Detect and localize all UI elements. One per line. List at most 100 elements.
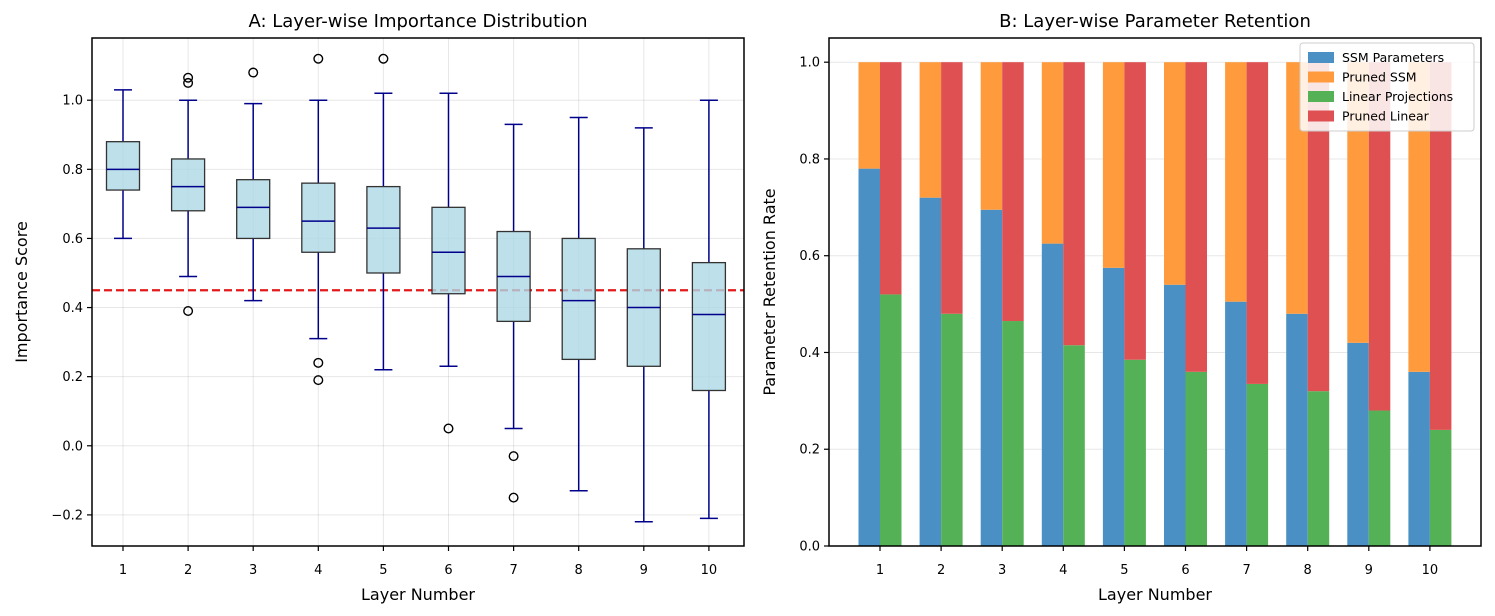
panel-a-y-tick-label: 0.8	[62, 163, 83, 178]
panel-b-bar-linear-projections	[1002, 321, 1024, 546]
panel-a-box	[561, 237, 596, 361]
panel-a-x-label: Layer Number	[361, 585, 475, 604]
panel-b-legend-label: SSM Parameters	[1342, 50, 1444, 65]
panel-b-bar-pruned-ssm	[1408, 62, 1430, 372]
panel-a-box	[301, 182, 336, 253]
panel-a-x-tick-label: 2	[184, 563, 192, 578]
panel-b-bar-linear-projections	[1185, 371, 1207, 546]
panel-b-legend-frame	[1299, 42, 1475, 132]
panel-a-box-group	[496, 123, 531, 503]
panel-a-box-group	[301, 53, 336, 386]
panel-b-x-tick-label: 3	[998, 563, 1006, 578]
panel-a-x-axis: 1 2 3 4 5 6 7 8 9 10	[119, 546, 717, 578]
panel-a-box	[236, 179, 271, 240]
panel-b-bar-ssm-parameters	[1347, 342, 1369, 546]
panel-b-title: B: Layer-wise Parameter Retention	[999, 11, 1311, 32]
panel-a-x-tick-label: 7	[509, 563, 517, 578]
panel-b-bar-pruned-ssm	[1102, 62, 1125, 268]
panel-b-bar-pruned-linear	[941, 62, 963, 314]
panel-b-x-tick-label: 1	[876, 563, 884, 578]
panel-b-bar-ssm-parameters	[980, 209, 1003, 546]
panel-b-bar-pruned-ssm	[980, 62, 1003, 210]
panel-b-x-tick-label: 10	[1422, 563, 1439, 578]
panel-a-y-tick-label: −0.2	[51, 508, 83, 523]
panel-b-legend-swatch	[1308, 71, 1334, 83]
panel-b-x-tick-label: 4	[1059, 563, 1067, 578]
panel-b-y-tick-label: 1.0	[799, 56, 820, 71]
panel-b-legend-label: Pruned Linear	[1342, 109, 1430, 124]
panel-b-legend-swatch	[1308, 52, 1334, 63]
panel-b-bar-pruned-linear	[1063, 62, 1085, 346]
panel-b-bar-linear-projections	[1124, 359, 1146, 546]
panel-a-outlier	[183, 306, 194, 317]
panel-a-box-group	[691, 99, 727, 520]
panel-a-y-tick-label: 0.6	[62, 232, 83, 247]
panel-a-x-tick-label: 8	[575, 563, 583, 578]
panel-a-y-tick-label: 0.2	[62, 370, 83, 385]
panel-a-outlier	[443, 423, 454, 434]
panel-a-box	[691, 261, 727, 392]
panel-b-bar-ssm-parameters	[919, 197, 942, 546]
panel-a-box	[170, 158, 206, 212]
panel-a-x-tick-label: 4	[314, 563, 322, 578]
panel-b-frame	[828, 37, 1482, 547]
panel-b-bar-linear-projections	[1368, 410, 1391, 546]
panel-a-outlier	[378, 53, 389, 64]
panel-b-y-tick-label: 0.0	[799, 540, 820, 555]
panel-a-x-tick-label: 10	[701, 563, 718, 578]
panel-a-y-tick-label: 0.4	[62, 301, 83, 316]
panel-b-x-tick-label: 2	[937, 563, 945, 578]
panel-b-bar-pruned-linear	[1368, 62, 1391, 411]
panel-b-bar-ssm-parameters	[1041, 243, 1064, 546]
panel-b-bar-pruned-linear	[1185, 62, 1207, 372]
panel-a-x-tick-label: 6	[444, 563, 452, 578]
panel-b-bar-linear-projections	[880, 294, 902, 546]
panel-a-box-group	[626, 127, 661, 523]
panel-b-bar-pruned-ssm	[1164, 62, 1186, 285]
panel-b-stacked-bar: B: Layer-wise Parameter Retention 0.0 0.2…	[760, 11, 1482, 604]
panel-a-frame	[91, 37, 745, 547]
panel-b-bar-pruned-ssm	[858, 62, 880, 169]
panel-b-bars	[858, 62, 1452, 546]
panel-a-x-tick-label: 3	[249, 563, 257, 578]
panel-b-y-axis: 0.0 0.2 0.4 0.6 0.8 1.0	[799, 56, 829, 555]
panel-b-legend-label: Linear Projections	[1342, 89, 1453, 104]
panel-a-box	[105, 141, 141, 191]
panel-b-bar-pruned-ssm	[1225, 62, 1247, 302]
panel-b-bar-ssm-parameters	[1286, 313, 1308, 546]
panel-a-title: A: Layer-wise Importance Distribution	[248, 11, 587, 32]
panel-b-bar-linear-projections	[1063, 345, 1085, 546]
panel-b-bar-linear-projections	[1429, 429, 1452, 546]
panel-b-bar-ssm-parameters	[1164, 284, 1186, 546]
panel-a-x-tick-label: 1	[119, 563, 127, 578]
panel-b-x-tick-label: 8	[1304, 563, 1312, 578]
panel-b-bar-pruned-linear	[1124, 62, 1146, 360]
panel-b-x-tick-label: 7	[1242, 563, 1250, 578]
panel-a-outlier	[313, 357, 324, 368]
panel-a-outlier	[313, 53, 324, 64]
panel-a-box-group	[431, 92, 466, 434]
panel-b-y-tick-label: 0.8	[799, 152, 820, 167]
panel-a-boxplot: A: Layer-wise Importance Distribution −0…	[12, 11, 745, 604]
panel-b-x-axis: 1 2 3 4 5 6 7 8 9 10	[876, 546, 1438, 578]
panel-b-bar-linear-projections	[941, 313, 963, 546]
panel-b-bar-pruned-linear	[880, 62, 902, 295]
panel-b-bar-pruned-linear	[1429, 62, 1452, 430]
panel-b-legend-swatch	[1308, 110, 1334, 122]
panel-b-y-tick-label: 0.6	[799, 249, 820, 264]
panel-a-box-group	[236, 67, 271, 302]
panel-b-bar-linear-projections	[1246, 383, 1269, 546]
panel-b-bar-pruned-linear	[1002, 62, 1024, 322]
panel-a-x-tick-label: 5	[379, 563, 387, 578]
panel-a-y-axis: −0.2 0.0 0.2 0.4 0.6 0.8 1.0	[51, 94, 92, 523]
panel-b-x-tick-label: 6	[1181, 563, 1189, 578]
panel-b-y-label: Parameter Retention Rate	[760, 188, 779, 395]
panel-b-x-label: Layer Number	[1098, 585, 1212, 604]
panel-b-legend-swatch	[1308, 91, 1334, 102]
panel-b-legend-label: Pruned SSM	[1342, 70, 1417, 85]
panel-b-bar-ssm-parameters	[1102, 267, 1125, 546]
panel-a-box	[366, 185, 401, 274]
panel-b-y-tick-label: 0.2	[799, 443, 820, 458]
panel-a-outlier	[248, 67, 259, 78]
